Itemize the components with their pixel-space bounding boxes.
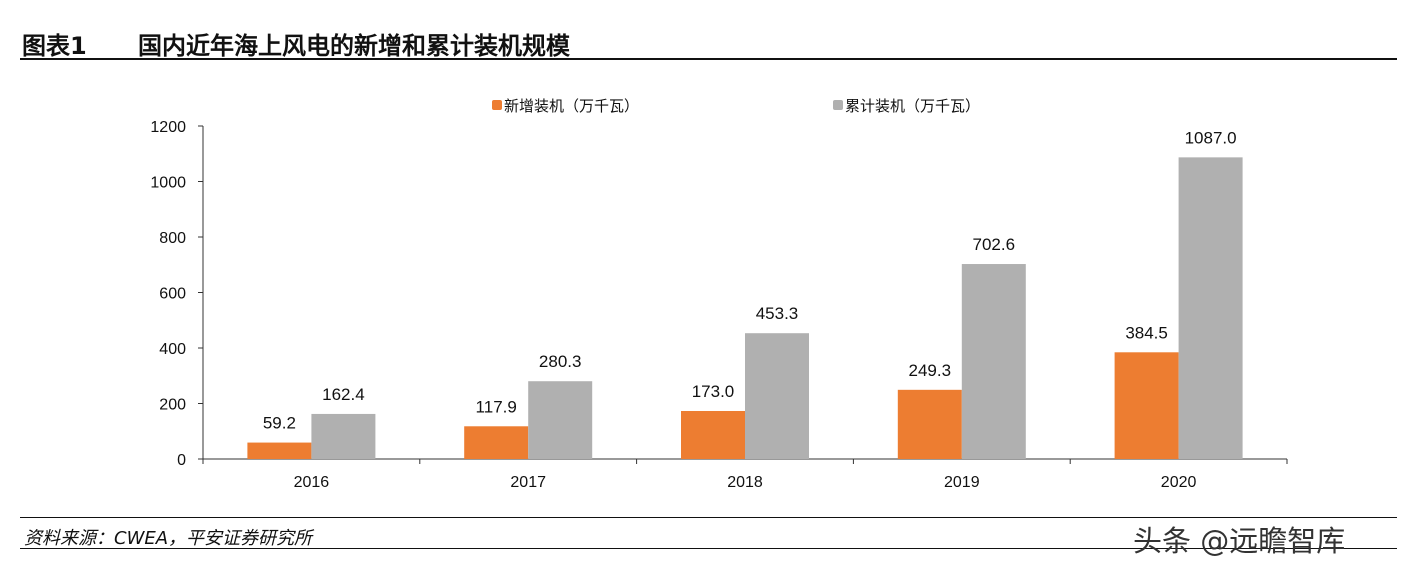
data-label: 384.5	[1125, 323, 1168, 342]
legend-cumulative-label: 累计装机（万千瓦）	[845, 98, 980, 115]
legend-new-swatch	[492, 100, 502, 110]
bar-cumulative	[1178, 157, 1243, 460]
y-tick-label: 200	[159, 397, 186, 414]
x-tick-label: 2017	[510, 474, 546, 491]
bar-cumulative	[745, 333, 809, 459]
figure-number: 图表1	[22, 32, 87, 60]
bar-new	[681, 410, 745, 459]
legend-new-label: 新增装机（万千瓦）	[504, 98, 639, 115]
data-label: 453.3	[756, 304, 799, 323]
bar-new	[1114, 352, 1179, 459]
data-label: 173.0	[692, 382, 735, 401]
data-label: 59.2	[263, 414, 296, 433]
bar-new	[464, 426, 529, 459]
data-label: 117.9	[476, 397, 517, 416]
y-tick-label: 1000	[150, 175, 186, 192]
source-note: 资料来源：CWEA，平安证券研究所	[24, 528, 313, 549]
bar-new	[897, 389, 962, 459]
figure-title: 图表1 国内近年海上风电的新增和累计装机规模	[22, 26, 570, 61]
y-tick-label: 600	[159, 286, 186, 303]
y-tick-label: 0	[177, 452, 186, 469]
data-label: 249.3	[909, 361, 952, 380]
x-tick-label: 2016	[294, 474, 330, 491]
legend-cumulative-swatch	[833, 100, 843, 110]
y-tick-label: 400	[159, 341, 186, 358]
watermark: 头条 @远瞻智库	[1133, 524, 1346, 558]
data-label: 1087.0	[1185, 128, 1237, 147]
x-tick-label: 2020	[1161, 474, 1197, 491]
figure-title-text: 国内近年海上风电的新增和累计装机规模	[138, 32, 570, 60]
footer-rule-top	[20, 517, 1397, 518]
bar-cumulative	[961, 264, 1026, 459]
bar-new	[247, 442, 312, 459]
footer-rule-bottom	[20, 548, 1397, 549]
data-label: 702.6	[973, 235, 1016, 254]
data-label: 162.4	[322, 385, 365, 404]
bar-cumulative	[311, 413, 376, 459]
data-label: 280.3	[539, 352, 582, 371]
title-rule	[20, 58, 1397, 60]
y-tick-label: 1200	[150, 119, 186, 136]
bar-cumulative	[528, 381, 593, 459]
x-tick-label: 2019	[944, 474, 980, 491]
x-tick-label: 2018	[727, 474, 763, 491]
y-tick-label: 800	[159, 230, 186, 247]
